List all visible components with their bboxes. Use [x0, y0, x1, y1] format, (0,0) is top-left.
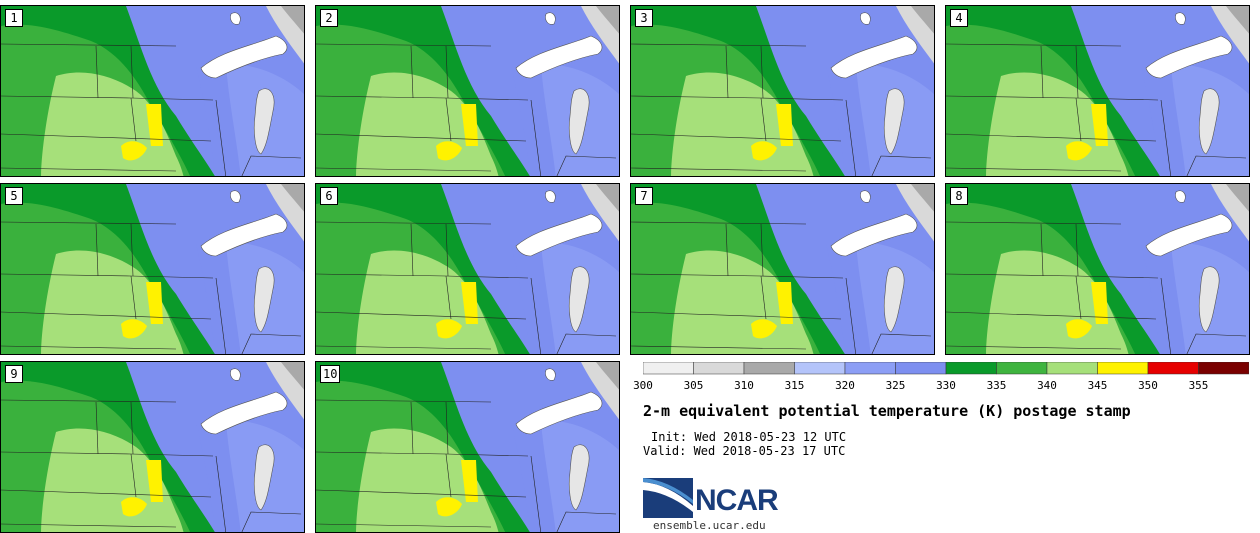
ncar-logo: NCAR ensemble.ucar.edu — [643, 478, 803, 532]
ensemble-url: ensemble.ucar.edu — [653, 519, 766, 532]
member-panel: 9 — [0, 361, 305, 533]
member-panel: 4 — [945, 5, 1250, 177]
member-number-label: 9 — [5, 365, 23, 383]
colorbar-segment — [1198, 362, 1249, 375]
member-panel: 2 — [315, 5, 620, 177]
colorbar-tick-label: 310 — [734, 379, 754, 392]
colorbar — [643, 362, 1249, 375]
colorbar-segment — [1046, 362, 1098, 375]
colorbar-segment — [1097, 362, 1149, 375]
ensemble-member-map — [316, 362, 619, 532]
colorbar-segment — [693, 362, 745, 375]
colorbar-segment — [794, 362, 846, 375]
colorbar-ticks: 300 305 310 315 320 325 330 335 340 345 350 355 — [633, 379, 1260, 393]
ensemble-member-map — [946, 6, 1249, 176]
member-panel: 10 — [315, 361, 620, 533]
member-number-label: 2 — [320, 9, 338, 27]
member-number-label: 1 — [5, 9, 23, 27]
colorbar-tick-label: 335 — [986, 379, 1007, 392]
init-time: Init: Wed 2018-05-23 12 UTC — [651, 430, 847, 444]
ensemble-member-map — [631, 6, 934, 176]
member-number-label: 6 — [320, 187, 338, 205]
ncar-swoosh-icon — [643, 478, 693, 518]
colorbar-segment — [945, 362, 997, 375]
colorbar-segment — [743, 362, 795, 375]
member-number-label: 8 — [950, 187, 968, 205]
member-panel: 3 — [630, 5, 935, 177]
colorbar-segment — [643, 362, 694, 375]
colorbar-tick-label: 300 — [633, 379, 653, 392]
member-number-label: 10 — [320, 365, 341, 383]
ensemble-member-map — [946, 184, 1249, 354]
colorbar-tick-label: 355 — [1188, 379, 1209, 392]
ensemble-member-map — [316, 184, 619, 354]
colorbar-tick-label: 340 — [1037, 379, 1057, 392]
colorbar-segment — [844, 362, 896, 375]
ensemble-member-map — [1, 184, 304, 354]
member-panel: 6 — [315, 183, 620, 355]
member-panel: 8 — [945, 183, 1250, 355]
valid-time: Valid: Wed 2018-05-23 17 UTC — [643, 444, 846, 458]
ensemble-member-map — [1, 6, 304, 176]
member-number-label: 3 — [635, 9, 653, 27]
colorbar-tick-label: 345 — [1087, 379, 1108, 392]
plot-title: 2-m equivalent potential temperature (K)… — [643, 402, 1131, 420]
colorbar-tick-label: 350 — [1138, 379, 1158, 392]
colorbar-tick-label: 320 — [835, 379, 855, 392]
member-panel: 5 — [0, 183, 305, 355]
colorbar-tick-label: 330 — [936, 379, 956, 392]
colorbar-segment — [996, 362, 1048, 375]
member-panel: 7 — [630, 183, 935, 355]
ensemble-member-map — [631, 184, 934, 354]
colorbar-tick-label: 305 — [683, 379, 704, 392]
ensemble-member-map — [1, 362, 304, 532]
ncar-wordmark: NCAR — [695, 484, 779, 517]
colorbar-tick-label: 325 — [885, 379, 906, 392]
colorbar-segment — [1147, 362, 1199, 375]
member-number-label: 4 — [950, 9, 968, 27]
colorbar-segment — [895, 362, 947, 375]
member-panel: 1 — [0, 5, 305, 177]
member-number-label: 5 — [5, 187, 23, 205]
member-number-label: 7 — [635, 187, 653, 205]
colorbar-tick-label: 315 — [784, 379, 805, 392]
ensemble-member-map — [316, 6, 619, 176]
